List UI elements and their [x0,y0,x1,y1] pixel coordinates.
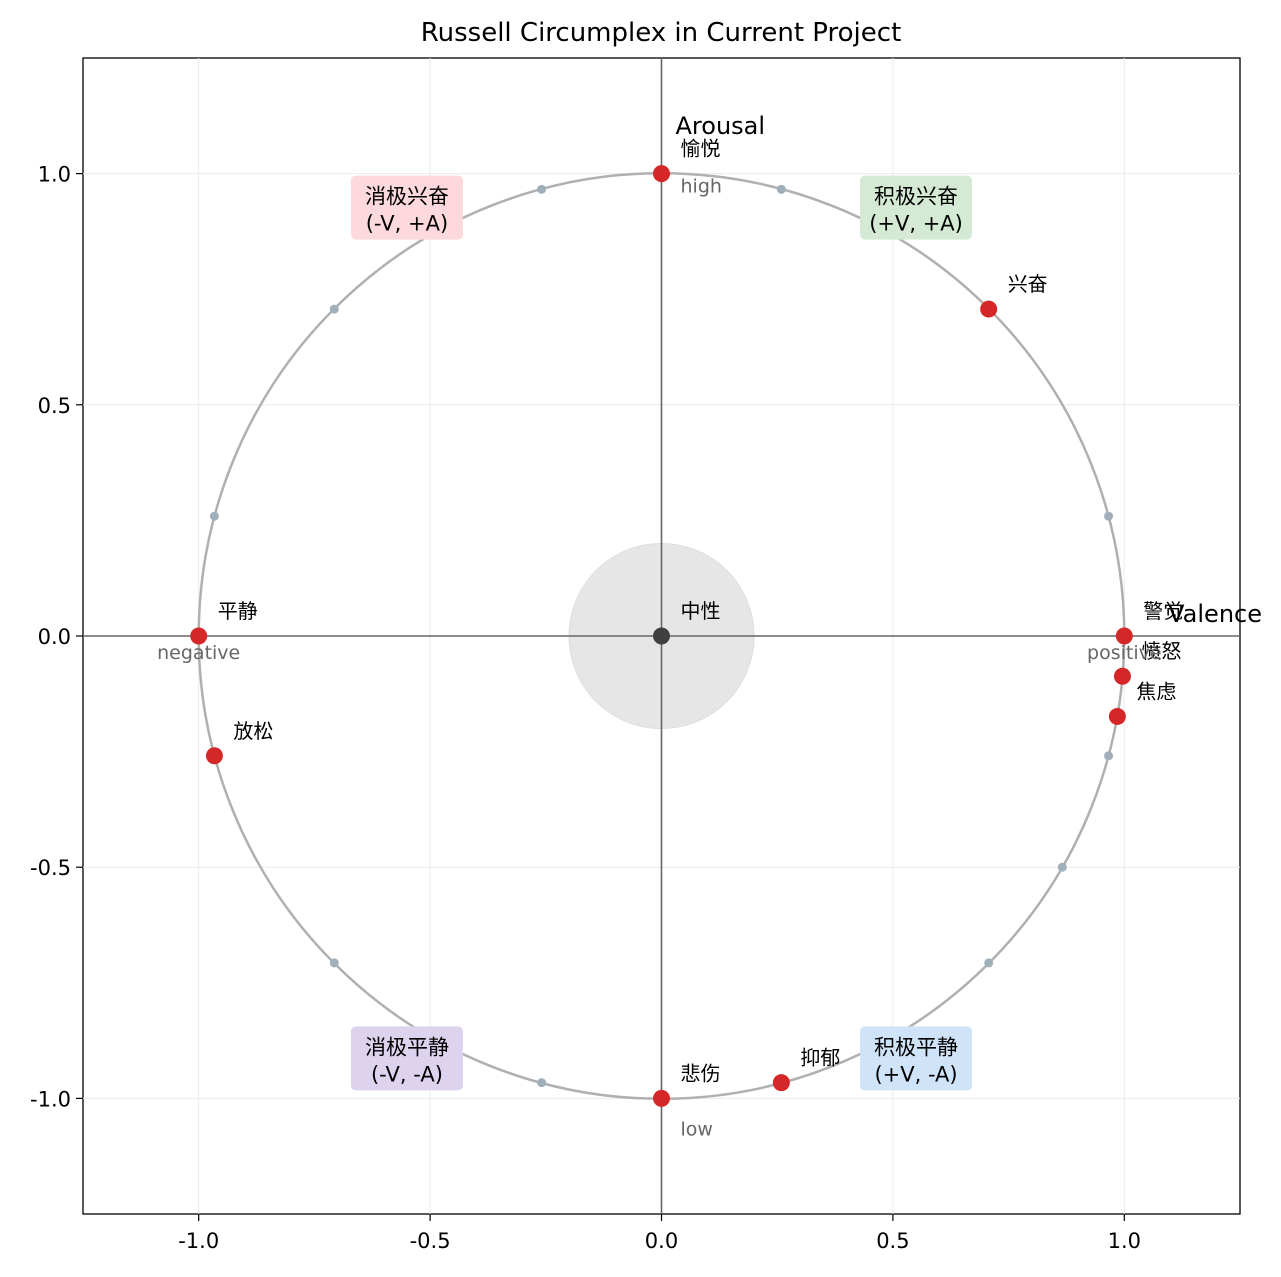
quadrant-sign: (+V, -A) [874,1062,957,1086]
emotion-label: 悲伤 [681,1061,721,1085]
emotion-label: 愤怒 [1141,639,1181,663]
direction-label-positive: positive [1087,642,1162,664]
emotion-label: 警觉 [1143,599,1183,623]
x-axis-name: Valence [1168,600,1262,628]
emotion-point [1108,707,1126,725]
emotion-points [190,165,1133,1107]
emotion-label: 平静 [218,599,258,623]
quadrant-title: 积极平静 [874,1035,958,1059]
emotion-label: 抑郁 [800,1046,840,1070]
circle-tick-point [329,958,339,968]
emotion-point [1113,667,1131,685]
emotion-point [205,747,223,765]
emotion-label: 兴奋 [1008,272,1048,296]
emotion-point [190,627,208,645]
quadrant-box [350,175,463,240]
tick-labels: -1.0 -0.5 0.0 0.5 1.0 -1.0 -0.5 0.0 0.5 1.0 [30,163,1141,1253]
circle-tick-point [329,304,339,314]
circle-tick-point [537,1078,547,1088]
quadrant-box [350,1026,463,1091]
chart-title: Russell Circumplex in Current Project [421,18,902,48]
neutral-point [653,627,670,645]
x-tick-label: -0.5 [410,1229,451,1253]
circle-tick-point [984,958,994,968]
emotion-point [1115,627,1133,645]
circle-tick-point [776,184,786,194]
quadrant-box [860,1026,973,1091]
x-tick-label: 1.0 [1108,1229,1141,1253]
neutral-label: 中性 [681,599,721,623]
emotion-point [653,1089,670,1107]
quadrant-title: 积极兴奋 [874,185,958,209]
emotion-label: 愉悦 [681,137,721,161]
y-tick-label: -0.5 [30,856,71,880]
quadrant-boxes: 积极兴奋 (+V, +A) 消极兴奋 (-V, +A) 消极平静 (-V, -A) 积极平静… [350,175,973,1091]
x-tick-label: 0.0 [645,1229,678,1253]
y-tick-label: 0.5 [38,394,71,418]
y-tick-label: 1.0 [38,163,71,187]
direction-label-high: high [681,176,722,198]
y-tick-label: 0.0 [38,625,71,649]
emotion-point [772,1074,790,1092]
circle-tick-point [1104,751,1114,761]
circle-tick-point [1057,862,1067,872]
x-tick-label: 0.5 [876,1229,909,1253]
circle-tick-point [209,511,219,521]
direction-label-negative: negative [157,642,240,664]
y-tick-label: -1.0 [30,1087,71,1111]
emotion-point [653,165,670,183]
x-tick-label: -1.0 [178,1229,219,1253]
emotion-point [980,300,998,318]
y-axis-name: Arousal [676,112,766,140]
circle-tick-point [1104,511,1114,521]
quadrant-sign: (-V, -A) [371,1062,443,1086]
quadrant-title: 消极平静 [365,1035,449,1059]
quadrant-sign: (-V, +A) [366,212,448,236]
quadrant-title: 消极兴奋 [365,185,449,209]
direction-label-low: low [681,1118,713,1140]
quadrant-sign: (+V, +A) [869,212,963,236]
emotion-label: 放松 [233,719,273,743]
emotion-label: 焦虑 [1136,679,1176,703]
circle-tick-point [537,184,547,194]
quadrant-box [860,175,973,240]
